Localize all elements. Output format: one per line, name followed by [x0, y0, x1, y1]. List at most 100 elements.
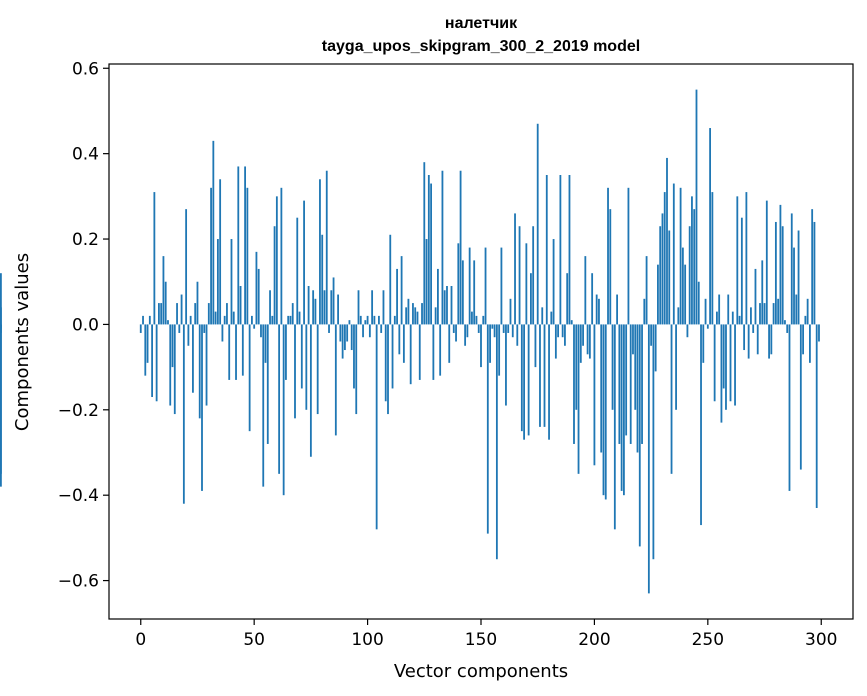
bar-39	[228, 324, 231, 380]
x-tick-label-0: 0	[135, 630, 146, 650]
bar-162	[507, 324, 510, 333]
bar-154	[489, 324, 491, 363]
y-tick-label-2: −0.2	[58, 401, 99, 421]
bar-288	[793, 247, 795, 325]
bar-97	[359, 315, 362, 325]
bar-181	[550, 311, 553, 325]
bar-33	[214, 311, 217, 325]
bar-235	[672, 183, 675, 325]
bar-56	[266, 324, 269, 444]
bar-150	[480, 324, 482, 368]
bar-210	[616, 294, 618, 325]
bar-293	[804, 315, 807, 325]
bar-122	[416, 311, 419, 325]
bar-25	[196, 281, 199, 325]
bar-296	[811, 209, 814, 325]
bar-256	[720, 324, 723, 423]
bar-15	[173, 324, 176, 415]
bar-0	[139, 324, 142, 333]
bar-95	[355, 324, 358, 415]
bar-18	[180, 294, 183, 325]
bar-287	[790, 213, 793, 325]
bar-142	[461, 260, 464, 325]
bar-220	[638, 324, 641, 547]
bar-16	[176, 303, 178, 325]
x-tick-label-3: 150	[465, 630, 497, 650]
bar-99	[364, 320, 367, 325]
bar-120	[412, 303, 414, 325]
bar-93	[350, 324, 353, 351]
bar-245	[695, 89, 698, 325]
bar-281	[777, 298, 780, 325]
bar-112	[393, 315, 396, 325]
bar-258	[725, 324, 727, 410]
bar-269	[750, 307, 752, 325]
bar-50	[253, 324, 256, 329]
bar-51	[255, 251, 258, 325]
bar-38	[226, 303, 228, 325]
bar-170	[525, 243, 528, 325]
bar-148	[475, 315, 478, 325]
bar-174	[534, 324, 537, 368]
bar-266	[743, 324, 746, 351]
bar-152	[484, 247, 487, 325]
bar-171	[527, 324, 530, 436]
bar-275	[763, 303, 766, 325]
bar-212	[620, 324, 623, 491]
bar-273	[759, 303, 761, 325]
bar-88	[339, 324, 342, 342]
bar-121	[414, 307, 417, 325]
bar-250	[706, 324, 709, 329]
bar-21	[187, 324, 190, 346]
bar-203	[600, 324, 603, 453]
bar-165	[514, 213, 516, 325]
bar-64	[285, 324, 287, 380]
bar-255	[718, 294, 721, 325]
bar-185	[559, 175, 562, 325]
bar-125	[423, 162, 426, 325]
bar-70	[298, 311, 301, 325]
bar-13	[169, 324, 172, 406]
bar-283	[781, 226, 784, 325]
bar-292	[802, 324, 804, 355]
x-tick-label-2: 100	[351, 630, 383, 650]
bar-175	[536, 123, 539, 325]
bar-168	[520, 324, 523, 432]
bars-group	[0, 89, 820, 594]
bar-54	[262, 324, 265, 487]
bar-224	[647, 324, 650, 594]
bar-169	[523, 324, 525, 440]
bar-37	[223, 315, 226, 325]
bar-143	[464, 324, 467, 346]
bar-72	[303, 200, 305, 325]
bar-71	[300, 324, 303, 389]
bar-41	[232, 311, 235, 325]
bar-161	[505, 324, 507, 406]
bar-14	[171, 324, 174, 368]
bar-17	[178, 324, 181, 333]
bar-204	[602, 324, 605, 496]
bar-246	[697, 281, 700, 325]
bar-126	[425, 239, 428, 325]
bar-248	[702, 324, 705, 363]
bar-192	[575, 324, 578, 410]
bar-206	[607, 187, 609, 325]
bar-190	[570, 320, 573, 325]
bar-278	[770, 324, 773, 355]
bar-173	[532, 226, 535, 325]
bar-146	[471, 311, 473, 325]
bar-198	[588, 324, 591, 359]
bar-46	[244, 166, 246, 325]
bar-137	[450, 286, 453, 325]
bar-107	[382, 290, 385, 325]
bar-32	[212, 140, 215, 325]
bar-241	[686, 324, 689, 338]
bar-11	[164, 281, 167, 325]
bar-228	[657, 264, 659, 325]
bar-87	[337, 294, 339, 325]
bar-178	[543, 324, 546, 427]
bar-272	[756, 324, 759, 355]
bar-55	[264, 324, 267, 363]
bar-234	[670, 324, 673, 474]
bar-259	[727, 294, 730, 325]
